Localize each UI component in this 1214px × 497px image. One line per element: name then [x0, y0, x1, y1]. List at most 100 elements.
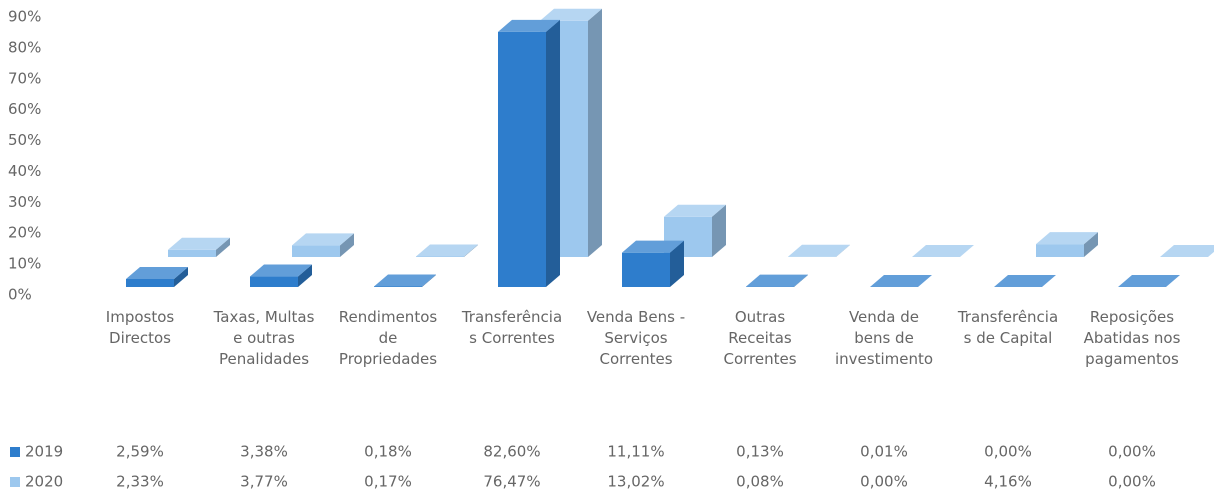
- x-tick-label: Taxas, Multas e outras Penalidades: [213, 308, 315, 368]
- bar: [126, 266, 188, 287]
- y-tick-label: 50%: [8, 131, 41, 149]
- bar-side: [588, 8, 602, 258]
- legend-label: 2019: [25, 443, 63, 461]
- bar-front: [498, 31, 546, 288]
- bar-side: [794, 274, 808, 287]
- bar-top: [912, 245, 974, 257]
- x-tick-label: Venda Bens - Serviços Correntes: [586, 308, 686, 368]
- bar: [292, 233, 354, 257]
- bar-front: [168, 249, 216, 257]
- table-value: 0,00%: [860, 473, 908, 491]
- bar-top: [292, 233, 354, 246]
- bar-top: [416, 244, 478, 257]
- bar-side: [422, 274, 436, 287]
- bar-top: [994, 275, 1056, 287]
- x-tick-label: Impostos Directos: [105, 308, 175, 347]
- bar-side: [918, 274, 932, 287]
- y-tick-label: 0%: [8, 286, 32, 304]
- table-value: 13,02%: [607, 473, 664, 491]
- bar-side: [546, 19, 560, 287]
- x-tick-label: Transferências Correntes: [461, 308, 563, 347]
- bar: [870, 274, 932, 287]
- x-tick-label: Venda de bens de investimento: [834, 308, 934, 368]
- table-value: 82,60%: [483, 443, 540, 461]
- bar-side: [174, 266, 188, 287]
- bar: [374, 274, 436, 287]
- table-value: 2,59%: [116, 443, 164, 461]
- y-tick-label: 10%: [8, 255, 41, 273]
- bar-side: [1084, 232, 1098, 257]
- x-tick-label: Outras Receitas Correntes: [723, 308, 797, 368]
- table-value: 0,18%: [364, 443, 412, 461]
- bar-side: [298, 264, 312, 287]
- bar-top: [1118, 275, 1180, 287]
- bar-front: [374, 286, 422, 287]
- bar-top: [126, 266, 188, 279]
- bar-top: [540, 8, 602, 21]
- bar-top: [788, 244, 850, 257]
- bar-side: [836, 244, 850, 257]
- bar: [416, 244, 478, 257]
- y-tick-label: 80%: [8, 38, 41, 56]
- y-tick-label: 20%: [8, 224, 41, 242]
- legend-swatch: [10, 477, 20, 487]
- bar-front: [126, 278, 174, 287]
- bar: [168, 237, 230, 257]
- y-tick-label: 40%: [8, 162, 41, 180]
- bar-front: [292, 245, 340, 257]
- bar-top: [374, 274, 436, 287]
- table-value: 4,16%: [984, 473, 1032, 491]
- bar: [498, 19, 560, 288]
- bar: [664, 204, 726, 257]
- x-tick-label: Transferências de Capital: [957, 308, 1059, 347]
- bar: [622, 240, 684, 287]
- bar: [746, 274, 808, 287]
- bar-front: [250, 276, 298, 287]
- bar-top: [1160, 245, 1214, 257]
- bar: [1118, 275, 1180, 287]
- table-value: 0,01%: [860, 443, 908, 461]
- bar-side: [216, 237, 230, 257]
- y-tick-label: 70%: [8, 69, 41, 87]
- bar-top: [498, 19, 560, 32]
- table-value: 3,77%: [240, 473, 288, 491]
- bar-front: [416, 256, 464, 257]
- bar: [1036, 232, 1098, 257]
- y-tick-label: 60%: [8, 100, 41, 118]
- bar-top: [664, 204, 726, 217]
- y-tick-label: 90%: [8, 8, 41, 26]
- x-tick-label: Reposições Abatidas nos pagamentos: [1083, 308, 1181, 368]
- x-tick-label: Rendimentos de Propriedades: [338, 308, 438, 368]
- bar-top: [622, 240, 684, 253]
- bar-side: [464, 244, 478, 257]
- bar-top: [870, 274, 932, 287]
- y-tick-label: 30%: [8, 193, 41, 211]
- bar: [788, 244, 850, 257]
- bar: [250, 264, 312, 287]
- bar-top: [250, 264, 312, 277]
- table-value: 2,33%: [116, 473, 164, 491]
- bar-top: [746, 274, 808, 287]
- legend-swatch: [10, 447, 20, 457]
- bar-side: [670, 240, 684, 287]
- bar-front: [1036, 244, 1084, 257]
- table-value: 0,13%: [736, 443, 784, 461]
- table-value: 0,17%: [364, 473, 412, 491]
- legend-label: 2020: [25, 473, 63, 491]
- bar-side: [712, 204, 726, 257]
- bar-top: [168, 237, 230, 250]
- table-value: 0,00%: [1108, 443, 1156, 461]
- table-value: 3,38%: [240, 443, 288, 461]
- table-value: 0,08%: [736, 473, 784, 491]
- bar: [912, 245, 974, 257]
- bar-front: [622, 252, 670, 287]
- bar: [1160, 245, 1214, 257]
- table-value: 0,00%: [1108, 473, 1156, 491]
- table-value: 0,00%: [984, 443, 1032, 461]
- bar-side: [340, 233, 354, 257]
- table-value: 76,47%: [483, 473, 540, 491]
- bar: [994, 275, 1056, 287]
- bar-top: [1036, 232, 1098, 245]
